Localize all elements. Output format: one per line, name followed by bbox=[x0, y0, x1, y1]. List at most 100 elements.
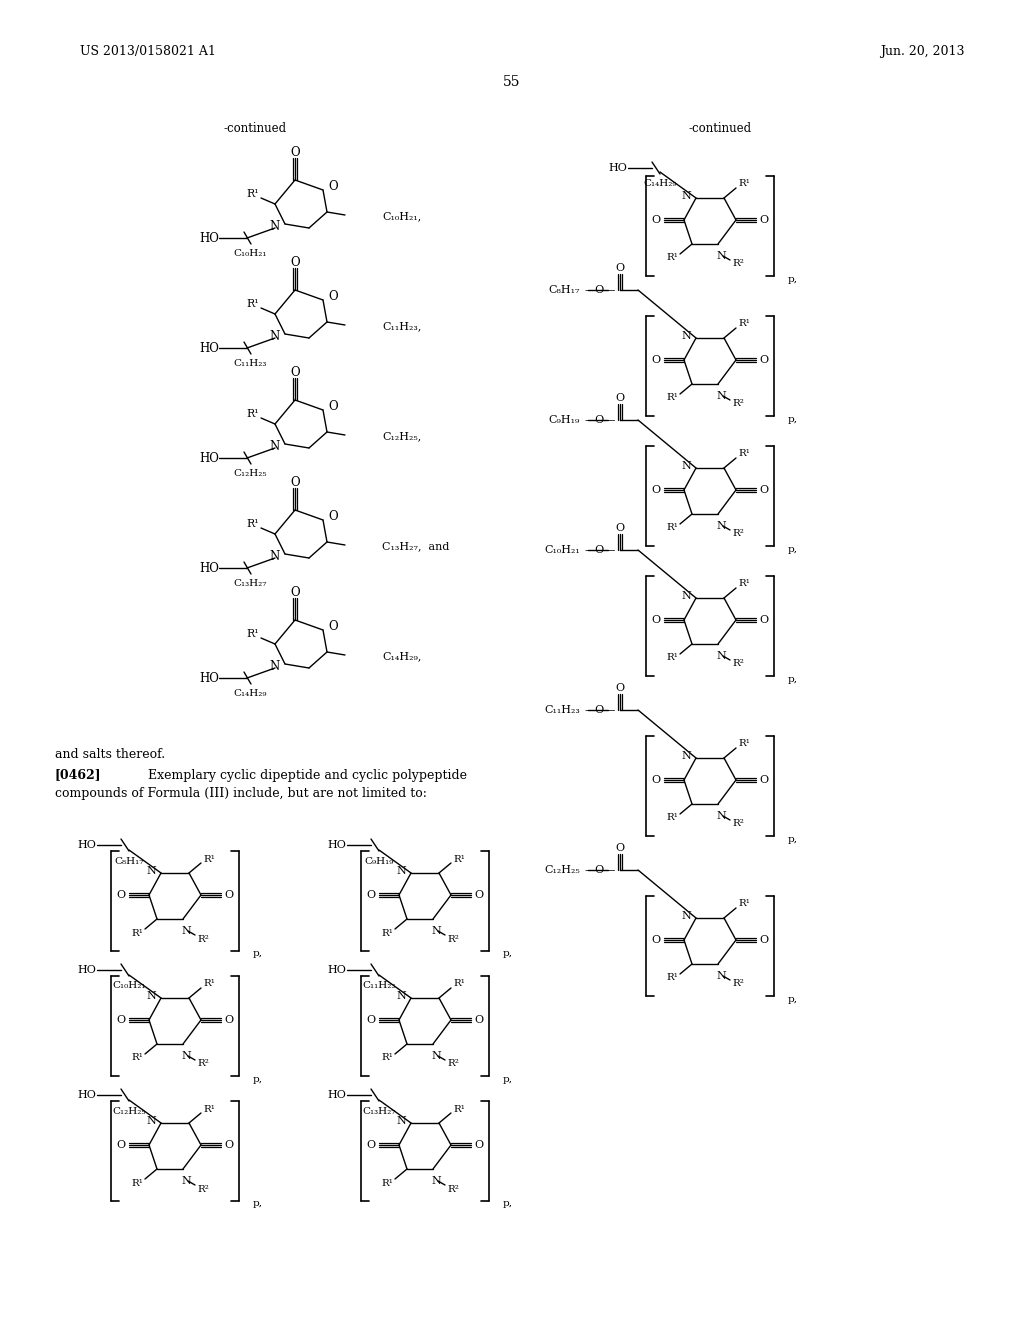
Text: R²: R² bbox=[447, 1060, 459, 1068]
Text: R¹: R¹ bbox=[453, 979, 465, 989]
Text: HO: HO bbox=[199, 231, 219, 244]
Text: N: N bbox=[716, 251, 726, 261]
Text: p,: p, bbox=[788, 275, 798, 284]
Text: O: O bbox=[328, 619, 338, 632]
Text: O: O bbox=[290, 475, 300, 488]
Text: N: N bbox=[396, 866, 406, 876]
Text: O: O bbox=[290, 256, 300, 268]
Text: R²: R² bbox=[447, 935, 459, 944]
Text: C₉H₁₉: C₉H₁₉ bbox=[365, 857, 393, 866]
Text: N: N bbox=[396, 991, 406, 1001]
Text: R¹: R¹ bbox=[247, 189, 259, 199]
Text: N: N bbox=[681, 191, 691, 201]
Text: C₁₀H₂₁: C₁₀H₂₁ bbox=[233, 249, 266, 259]
Text: O: O bbox=[615, 263, 625, 273]
Text: N: N bbox=[681, 331, 691, 341]
Text: -continued: -continued bbox=[688, 121, 752, 135]
Text: p,: p, bbox=[788, 834, 798, 843]
Text: O: O bbox=[651, 775, 660, 785]
Text: HO: HO bbox=[78, 965, 96, 975]
Text: R¹: R¹ bbox=[666, 524, 678, 532]
Text: R²: R² bbox=[447, 1184, 459, 1193]
Text: p,: p, bbox=[503, 1200, 513, 1209]
Text: O: O bbox=[760, 935, 769, 945]
Text: R¹: R¹ bbox=[247, 409, 259, 418]
Text: O: O bbox=[117, 890, 126, 900]
Text: R²: R² bbox=[732, 979, 744, 989]
Text: O: O bbox=[474, 890, 483, 900]
Text: N: N bbox=[681, 461, 691, 471]
Text: Jun. 20, 2013: Jun. 20, 2013 bbox=[881, 45, 965, 58]
Text: R¹: R¹ bbox=[453, 1105, 465, 1114]
Text: p,: p, bbox=[253, 1200, 263, 1209]
Text: N: N bbox=[716, 972, 726, 981]
Text: R¹: R¹ bbox=[381, 928, 393, 937]
Text: O: O bbox=[224, 1015, 233, 1026]
Text: HO: HO bbox=[328, 965, 346, 975]
Text: C₁₀H₂₁,: C₁₀H₂₁, bbox=[382, 211, 421, 220]
Text: R¹: R¹ bbox=[666, 253, 678, 263]
Text: N: N bbox=[716, 651, 726, 661]
Text: R¹: R¹ bbox=[203, 1105, 215, 1114]
Text: O: O bbox=[760, 615, 769, 624]
Text: N: N bbox=[431, 927, 441, 936]
Text: R¹: R¹ bbox=[666, 813, 678, 822]
Text: p,: p, bbox=[788, 994, 798, 1003]
Text: C₁₁H₂₃,: C₁₁H₂₃, bbox=[382, 321, 421, 331]
Text: N: N bbox=[270, 440, 281, 453]
Text: O: O bbox=[290, 366, 300, 379]
Text: N: N bbox=[716, 810, 726, 821]
Text: HO: HO bbox=[328, 1090, 346, 1100]
Text: N: N bbox=[716, 521, 726, 531]
Text: —O—: —O— bbox=[585, 285, 615, 294]
Text: R¹: R¹ bbox=[131, 928, 143, 937]
Text: R²: R² bbox=[732, 820, 744, 829]
Text: and salts thereof.: and salts thereof. bbox=[55, 747, 165, 760]
Text: N: N bbox=[146, 1115, 156, 1126]
Text: N: N bbox=[146, 991, 156, 1001]
Text: C₁₂H₂₅,: C₁₂H₂₅, bbox=[382, 432, 421, 441]
Text: p,: p, bbox=[788, 675, 798, 684]
Text: p,: p, bbox=[253, 949, 263, 958]
Text: R¹: R¹ bbox=[738, 899, 750, 908]
Text: p,: p, bbox=[788, 414, 798, 424]
Text: O: O bbox=[367, 1015, 376, 1026]
Text: O: O bbox=[651, 355, 660, 366]
Text: p,: p, bbox=[503, 1074, 513, 1084]
Text: R²: R² bbox=[732, 400, 744, 408]
Text: R¹: R¹ bbox=[131, 1053, 143, 1063]
Text: N: N bbox=[681, 751, 691, 762]
Text: R¹: R¹ bbox=[247, 300, 259, 309]
Text: R¹: R¹ bbox=[247, 519, 259, 529]
Text: C₁₃H₂₇,  and: C₁₃H₂₇, and bbox=[382, 541, 450, 550]
Text: HO: HO bbox=[78, 1090, 96, 1100]
Text: C₁₁H₂₃: C₁₁H₂₃ bbox=[362, 982, 395, 990]
Text: N: N bbox=[431, 1051, 441, 1061]
Text: —O—: —O— bbox=[585, 414, 615, 425]
Text: C₁₂H₂₅: C₁₂H₂₅ bbox=[113, 1106, 145, 1115]
Text: O: O bbox=[651, 215, 660, 224]
Text: HO: HO bbox=[199, 451, 219, 465]
Text: [0462]: [0462] bbox=[55, 768, 101, 781]
Text: O: O bbox=[760, 775, 769, 785]
Text: R²: R² bbox=[732, 260, 744, 268]
Text: N: N bbox=[181, 1176, 190, 1185]
Text: N: N bbox=[396, 1115, 406, 1126]
Text: R¹: R¹ bbox=[131, 1179, 143, 1188]
Text: C₈H₁₇: C₈H₁₇ bbox=[549, 285, 580, 294]
Text: R¹: R¹ bbox=[453, 854, 465, 863]
Text: C₁₁H₂₃: C₁₁H₂₃ bbox=[233, 359, 266, 368]
Text: O: O bbox=[615, 393, 625, 403]
Text: N: N bbox=[716, 391, 726, 401]
Text: p,: p, bbox=[788, 544, 798, 553]
Text: O: O bbox=[760, 215, 769, 224]
Text: O: O bbox=[290, 586, 300, 598]
Text: O: O bbox=[117, 1140, 126, 1150]
Text: O: O bbox=[328, 510, 338, 523]
Text: O: O bbox=[474, 1140, 483, 1150]
Text: N: N bbox=[681, 591, 691, 601]
Text: O: O bbox=[117, 1015, 126, 1026]
Text: —O—: —O— bbox=[585, 545, 615, 554]
Text: O: O bbox=[615, 523, 625, 533]
Text: HO: HO bbox=[328, 840, 346, 850]
